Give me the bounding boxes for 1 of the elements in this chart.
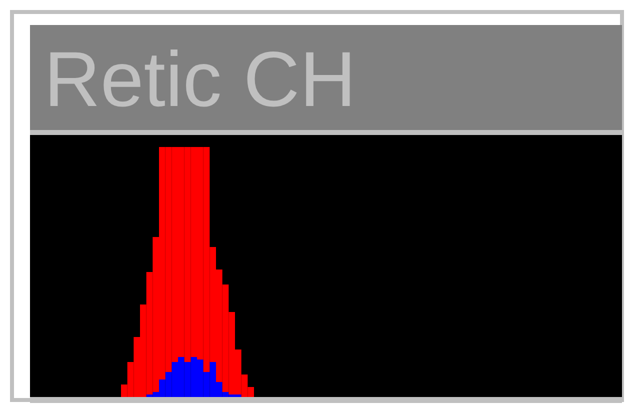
chart-title: Retic CH bbox=[44, 35, 356, 123]
